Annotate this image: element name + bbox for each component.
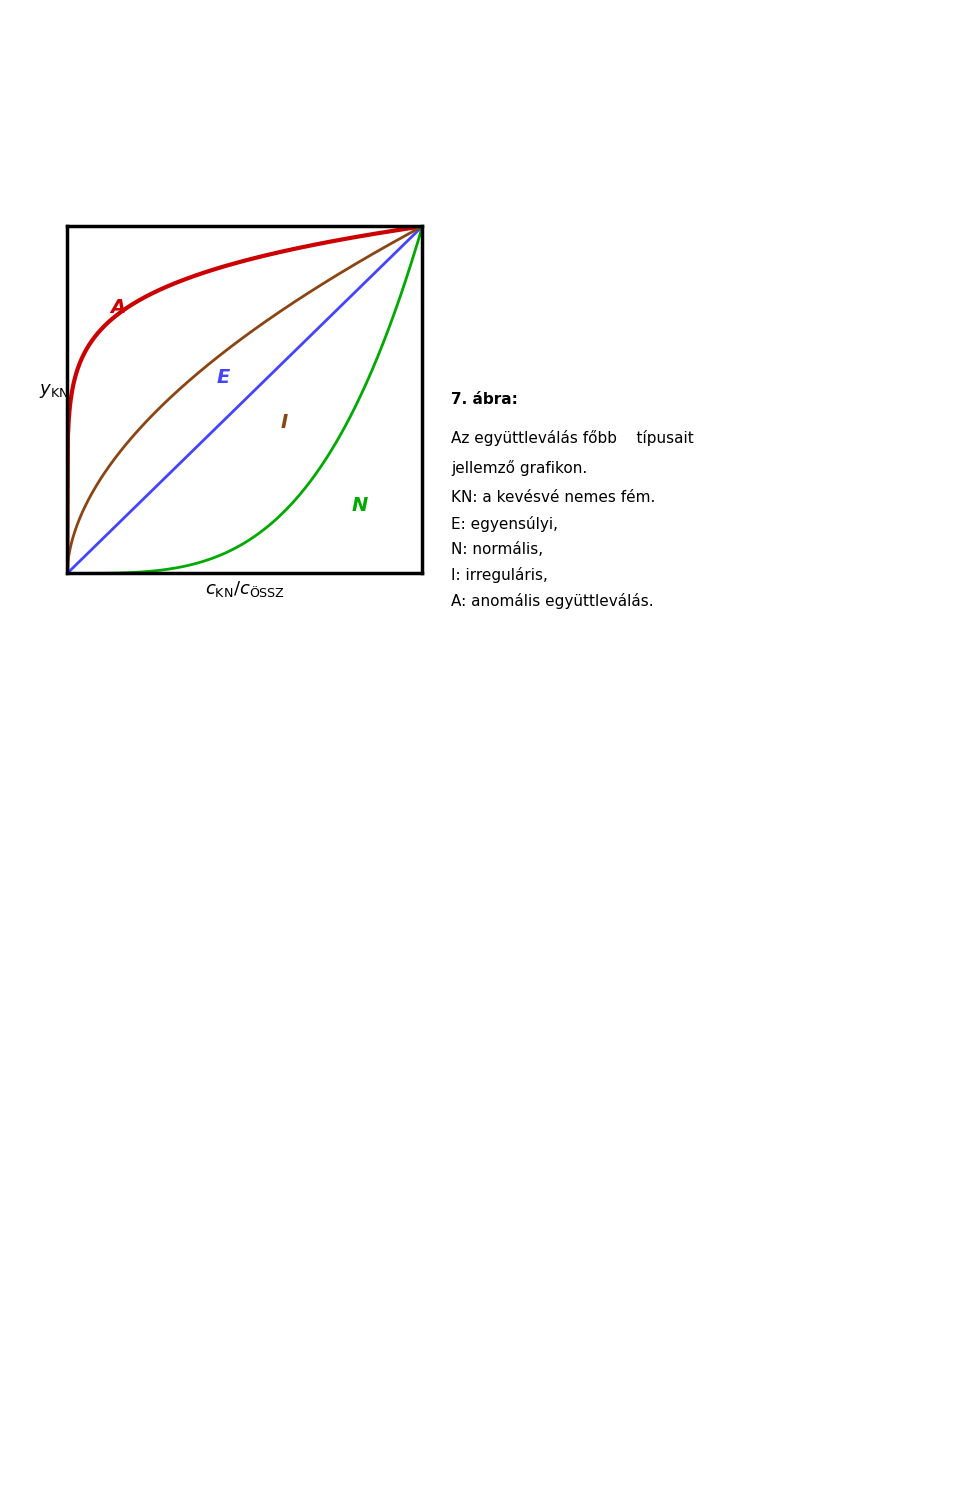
Text: A: anomális együttleválás.: A: anomális együttleválás. — [451, 593, 654, 610]
Text: KN: a kevésvé nemes fém.: KN: a kevésvé nemes fém. — [451, 490, 656, 506]
Text: A: A — [109, 299, 125, 317]
Text: I: I — [280, 412, 288, 432]
Text: E: egyensúlyi,: E: egyensúlyi, — [451, 516, 558, 533]
Text: N: normális,: N: normális, — [451, 542, 543, 557]
X-axis label: $c_{\mathrm{KN}}/c_{\mathrm{ÖSSZ}}$: $c_{\mathrm{KN}}/c_{\mathrm{ÖSSZ}}$ — [204, 579, 285, 599]
Y-axis label: $y_{\mathrm{KN}}$: $y_{\mathrm{KN}}$ — [38, 382, 68, 400]
Text: Az együttleválás főbb    típusait: Az együttleválás főbb típusait — [451, 430, 694, 447]
Text: 7. ábra:: 7. ábra: — [451, 392, 518, 407]
Text: E: E — [216, 368, 229, 386]
Text: I: irreguláris,: I: irreguláris, — [451, 567, 548, 584]
Text: N: N — [351, 496, 368, 515]
Text: jellemző grafikon.: jellemző grafikon. — [451, 460, 588, 477]
